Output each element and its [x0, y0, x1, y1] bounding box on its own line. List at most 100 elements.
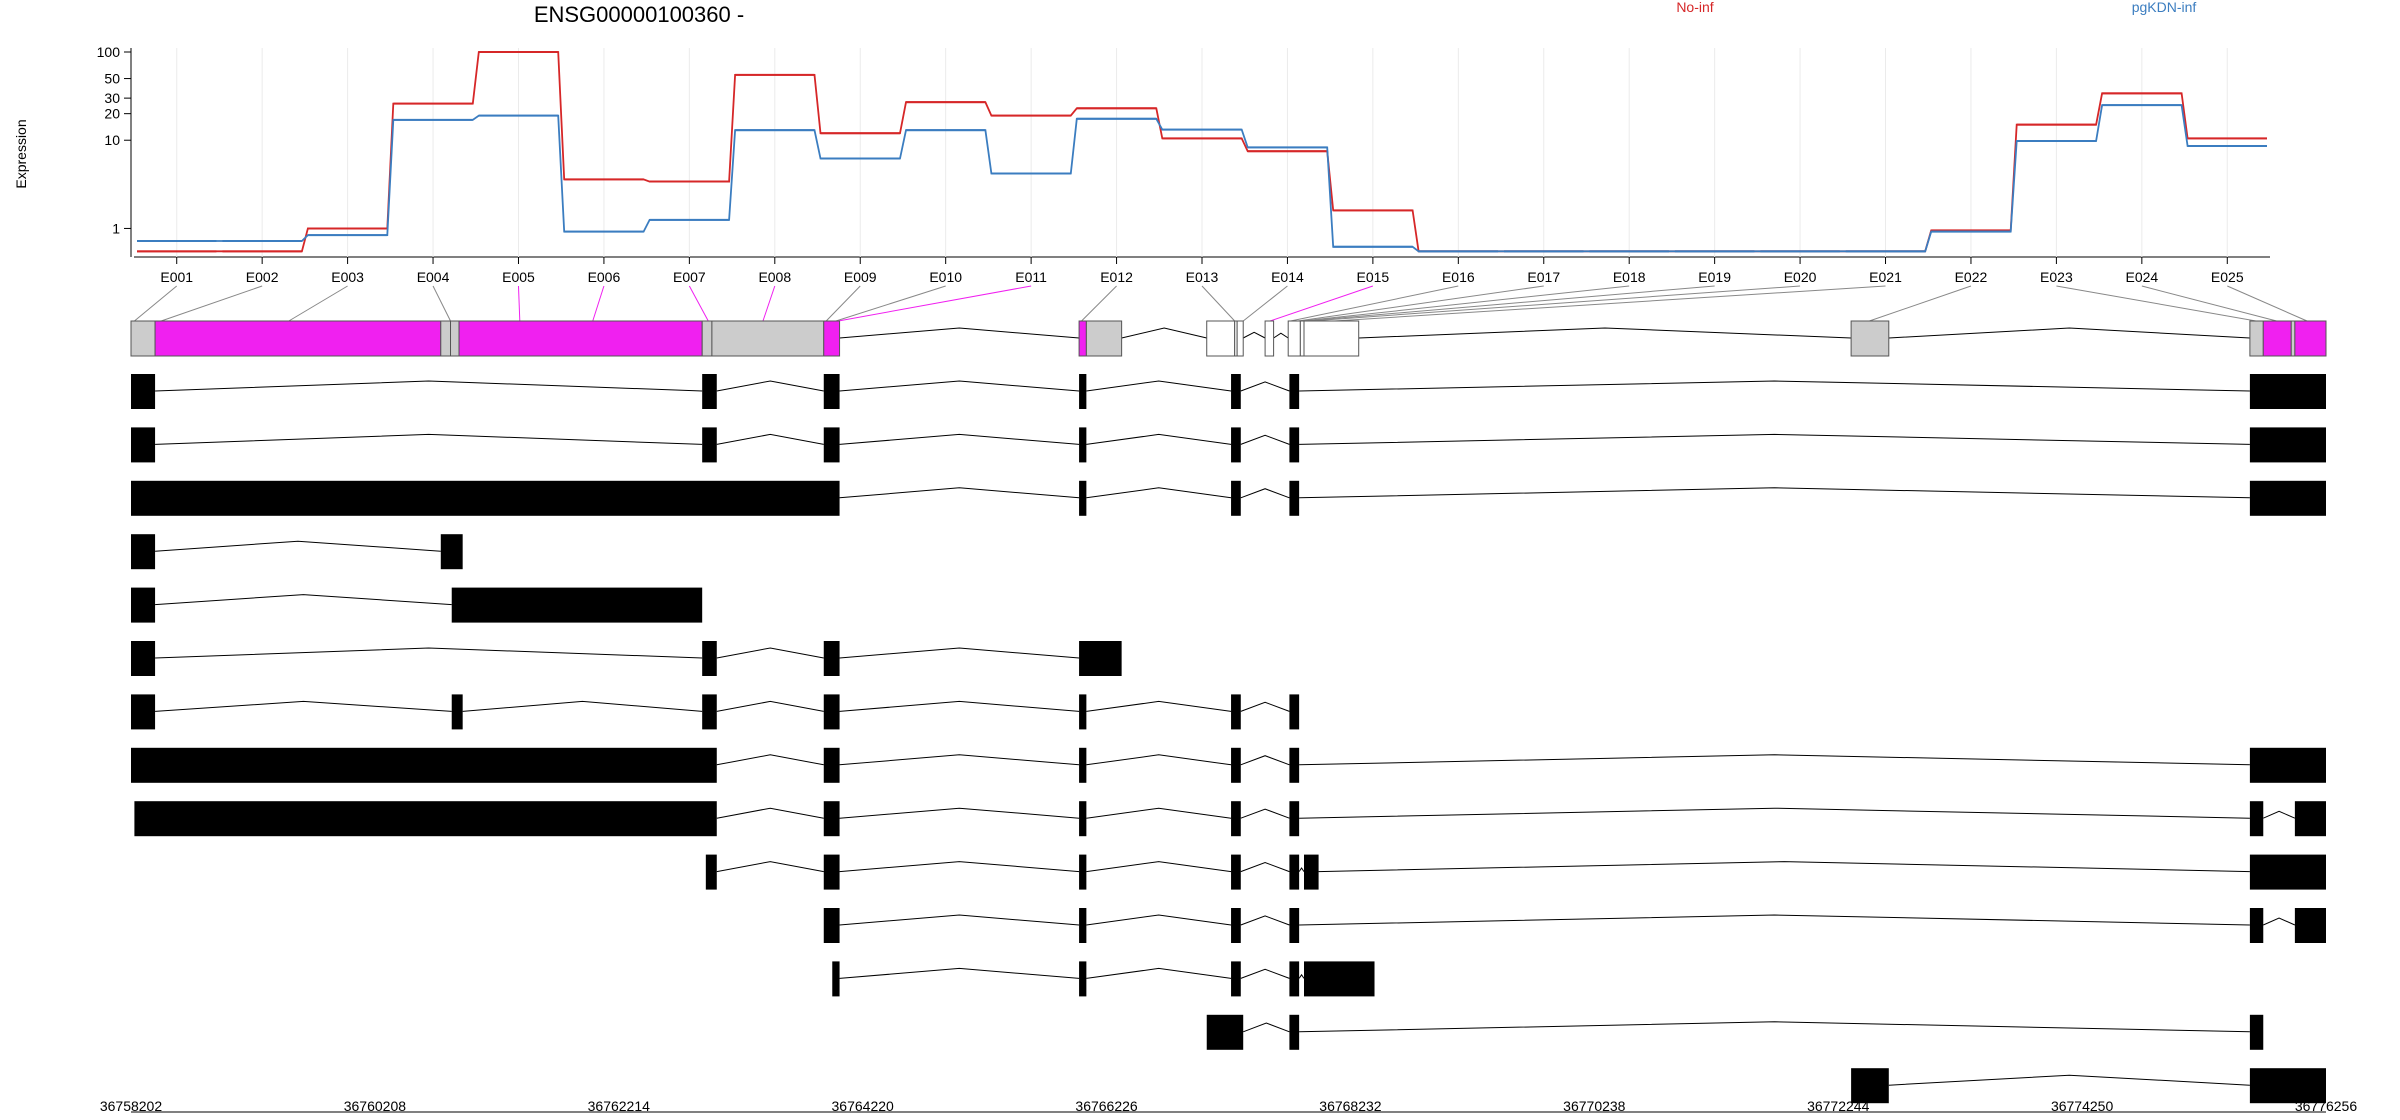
- transcript-intron: [1086, 754, 1232, 766]
- transcript-intron: [1299, 433, 2250, 445]
- transcript-exon: [2249, 480, 2326, 516]
- transcript-intron: [155, 700, 452, 712]
- transcript-exon: [1231, 854, 1241, 890]
- transcript-exon: [1079, 908, 1087, 943]
- transcript-exon: [1231, 747, 1241, 783]
- transcript-intron: [155, 647, 703, 659]
- x-tick-label: E012: [1100, 269, 1133, 285]
- x-tick-label: E024: [2125, 269, 2158, 285]
- exon-connector: [1081, 285, 1117, 322]
- genomic-tick-label: 36776256: [2295, 1098, 2358, 1114]
- transcript-exon: [451, 694, 463, 730]
- transcript-exon: [702, 694, 717, 730]
- transcript-intron: [1318, 861, 2250, 873]
- transcript-exon: [2249, 747, 2326, 783]
- transcript-intron: [839, 967, 1080, 979]
- transcript-exon: [1079, 854, 1087, 890]
- transcript-exon: [1231, 374, 1241, 409]
- transcript-exon: [1231, 480, 1241, 516]
- x-tick-label: E011: [1015, 269, 1047, 285]
- transcript-exon: [1289, 694, 1300, 730]
- transcript-intron: [839, 754, 1080, 766]
- genomic-tick-label: 36768232: [1319, 1098, 1382, 1114]
- x-tick-label: E021: [1869, 269, 1902, 285]
- exon-connector: [838, 285, 1032, 322]
- transcript-intron: [1299, 914, 2250, 926]
- transcript-exon: [1079, 374, 1087, 409]
- y-tick-label: 50: [104, 71, 120, 87]
- transcript-exon: [1206, 1014, 1244, 1050]
- gene-exon: [1085, 320, 1123, 357]
- transcript-exon: [823, 747, 840, 783]
- chart-title: ENSG00000100360 -: [534, 2, 744, 27]
- transcript-exon: [2249, 374, 2326, 409]
- gene-exon: [2262, 320, 2292, 357]
- transcript-exon: [823, 801, 840, 837]
- gene-exon: [1850, 320, 1890, 357]
- transcript-intron: [1240, 808, 1290, 819]
- transcript-exon: [702, 641, 717, 676]
- transcript-intron: [839, 914, 1080, 926]
- transcript-intron: [839, 433, 1080, 445]
- exon-connector: [1303, 285, 1715, 322]
- transcript-intron: [716, 433, 824, 445]
- y-tick-label: 10: [104, 132, 120, 148]
- x-tick-label: E013: [1186, 269, 1219, 285]
- gene-exon: [1206, 320, 1236, 357]
- exon-connector: [835, 285, 946, 322]
- transcript-intron: [2263, 917, 2296, 926]
- transcript-intron: [1240, 861, 1290, 873]
- x-tick-label: E014: [1271, 269, 1304, 285]
- transcript-exon: [1289, 480, 1300, 516]
- transcript-exon: [131, 374, 156, 409]
- exon-connector: [517, 285, 521, 322]
- transcript-exon: [1231, 694, 1241, 730]
- transcript-exon: [2249, 427, 2326, 463]
- transcript-exon: [1289, 747, 1300, 783]
- transcript-exon: [2249, 1068, 2326, 1104]
- exon-connector: [1869, 285, 1972, 322]
- transcript-exon: [2249, 801, 2264, 837]
- x-tick-label: E005: [502, 269, 535, 285]
- transcript-exon: [2249, 1014, 2264, 1050]
- transcript-exon: [440, 534, 463, 570]
- gene-exon: [2249, 320, 2264, 357]
- transcript-exon: [1079, 694, 1087, 730]
- transcript-intron: [716, 647, 824, 659]
- gene-exon: [130, 320, 156, 357]
- x-tick-label: E002: [246, 269, 279, 285]
- genomic-tick-label: 36764220: [832, 1098, 895, 1114]
- x-tick-label: E022: [1955, 269, 1988, 285]
- transcript-intron: [716, 754, 824, 766]
- exon-connector: [1269, 285, 1374, 322]
- x-tick-label: E009: [844, 269, 877, 285]
- gene-exon: [458, 320, 703, 357]
- gene-exon: [1078, 320, 1087, 357]
- transcript-exon: [131, 480, 840, 516]
- transcript-exon: [1851, 1068, 1889, 1104]
- gene-exon: [1303, 320, 1360, 357]
- transcript-intron: [1298, 867, 1305, 872]
- gene-intron: [1242, 331, 1266, 339]
- gene-intron: [1888, 327, 2250, 339]
- gene-exon: [2294, 320, 2327, 357]
- transcript-intron: [1086, 914, 1232, 926]
- transcript-exon: [1289, 854, 1300, 890]
- x-tick-label: E015: [1357, 269, 1390, 285]
- exon-connector: [288, 285, 348, 322]
- transcript-intron: [839, 700, 1080, 712]
- transcript-intron: [839, 861, 1080, 873]
- gene-exon: [154, 320, 442, 357]
- transcript-exon: [702, 374, 717, 409]
- transcript-intron: [1240, 381, 1290, 392]
- legend-pgkdn-inf: pgKDN-inf: [2132, 0, 2197, 15]
- x-tick-label: E023: [2040, 269, 2073, 285]
- x-tick-label: E017: [1527, 269, 1560, 285]
- genomic-tick-label: 36770238: [1563, 1098, 1626, 1114]
- genomic-tick-label: 36774250: [2051, 1098, 2114, 1114]
- transcript-exon: [1231, 801, 1241, 837]
- transcript-intron: [1086, 433, 1232, 445]
- transcript-intron: [716, 380, 824, 392]
- exon-connector: [1334, 285, 1886, 322]
